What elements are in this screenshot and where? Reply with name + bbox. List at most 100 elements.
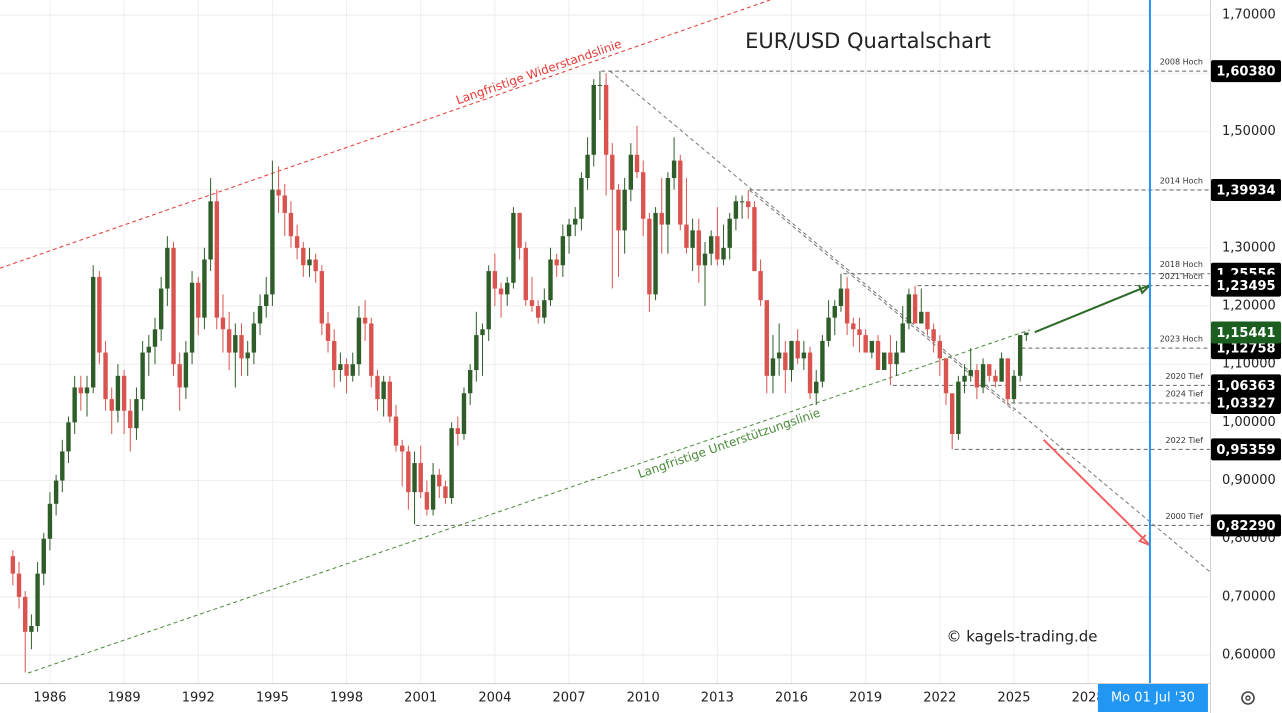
level-value: 1,23495 (1216, 279, 1275, 294)
x-tick-label: 1998 (330, 691, 363, 706)
candle-body (1011, 375, 1017, 400)
level-value: 1,60380 (1216, 65, 1275, 80)
y-tick-label: 1,30000 (1222, 240, 1276, 255)
candle-body (165, 247, 170, 289)
candle-body (115, 375, 121, 411)
candle-body (214, 201, 219, 318)
candle-body (220, 317, 226, 330)
candle-body (573, 218, 578, 225)
chart-title: EUR/USD Quartalschart (745, 29, 991, 53)
trend-line (0, 0, 771, 269)
candle-body (628, 154, 634, 190)
candle-body (671, 160, 677, 179)
candle-body (523, 247, 528, 301)
settings-icon[interactable] (1241, 691, 1255, 705)
candle-body (29, 625, 34, 632)
candle-body (993, 375, 998, 382)
level-value: 1,39934 (1216, 184, 1275, 199)
candle-body (226, 329, 232, 353)
candle-body (276, 189, 281, 196)
candle-body (461, 393, 467, 435)
candle-body (393, 416, 399, 446)
candle-body (146, 346, 152, 353)
arrow-head (1137, 534, 1151, 547)
candle-body (566, 224, 572, 237)
candle-body (838, 288, 844, 307)
level-value: 0,82290 (1216, 519, 1275, 534)
candle-body (789, 340, 794, 371)
candle-body (900, 323, 905, 353)
candle-body (369, 323, 374, 376)
x-tick-label: 1986 (33, 691, 66, 706)
candle-body (381, 381, 386, 400)
settings-icon[interactable] (1241, 691, 1255, 705)
level-value: 0,95359 (1216, 443, 1275, 458)
candle-body (616, 189, 621, 231)
candle-body (474, 335, 479, 371)
candle-body (634, 154, 640, 173)
candle-body (208, 201, 213, 260)
level-label: 2024 Tief (1165, 390, 1203, 399)
candle-body (72, 387, 77, 423)
arrow (1042, 439, 1151, 546)
candle-body (511, 212, 516, 283)
candle-body (715, 236, 720, 260)
y-tick-label: 1,10000 (1222, 357, 1276, 372)
y-tick-label: 1,50000 (1222, 124, 1276, 139)
candle-body (78, 387, 84, 394)
x-tick-label: 2013 (701, 691, 734, 706)
settings-icon[interactable] (1245, 695, 1251, 701)
candle-body (906, 294, 912, 324)
candle-body (84, 387, 90, 394)
candle-body (455, 428, 460, 435)
candle-body (647, 218, 652, 295)
candle-body (362, 317, 368, 324)
candle-body (746, 201, 751, 208)
last-price-box (1211, 321, 1281, 344)
candle-body (16, 573, 22, 597)
candle-body (505, 282, 510, 295)
candle-body (529, 300, 535, 307)
candle-body (158, 288, 164, 330)
candle-body (60, 451, 65, 481)
x-tick-label: 2019 (849, 691, 882, 706)
candle-body (696, 230, 702, 266)
candle-body (974, 370, 980, 388)
candle-body (727, 218, 732, 248)
level-label: 2000 Tief (1165, 512, 1203, 521)
candle-body (121, 375, 127, 411)
level-label: 2021 Hoch (1160, 272, 1203, 281)
level-box (1211, 274, 1281, 297)
candle-body (937, 340, 943, 359)
candle-body (319, 271, 325, 324)
candle-body (535, 306, 541, 318)
candle-body (925, 311, 930, 330)
candle-body (956, 381, 961, 435)
candle-body (721, 247, 726, 260)
level-box (1211, 60, 1281, 83)
candle-body (548, 259, 553, 301)
candle-body (1005, 358, 1010, 400)
y-tick-label: 0,70000 (1222, 589, 1276, 604)
candle-body (338, 364, 343, 371)
candle-body (35, 573, 40, 626)
candle-body (257, 306, 263, 324)
candle-body (814, 381, 819, 394)
x-tick-label: 2016 (775, 691, 808, 706)
candle-body (152, 329, 158, 347)
candle-body (332, 340, 337, 371)
candle-body (282, 195, 287, 213)
candle-body (678, 160, 683, 225)
candle-body (313, 259, 318, 272)
candle-body (968, 370, 973, 376)
candle-body (776, 352, 782, 359)
level-box (1211, 392, 1281, 415)
candle-body (888, 352, 893, 365)
candle-body (542, 300, 547, 318)
level-value: 1,12758 (1216, 342, 1275, 357)
candle-body (449, 428, 454, 498)
candle-body (999, 358, 1004, 382)
trend-line (27, 329, 1030, 674)
candle-body (869, 340, 875, 353)
